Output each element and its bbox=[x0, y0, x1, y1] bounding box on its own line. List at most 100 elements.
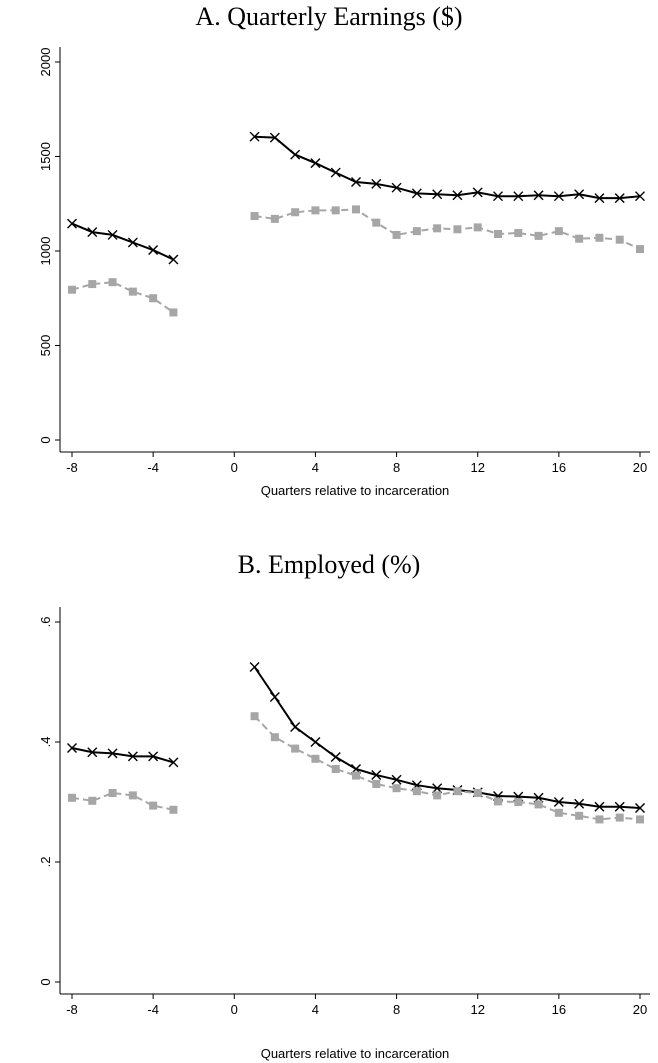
data-point-square bbox=[615, 813, 624, 822]
data-point-square bbox=[494, 229, 502, 238]
data-point-x bbox=[594, 193, 605, 204]
data-point-square bbox=[615, 235, 624, 244]
data-point-square bbox=[149, 294, 158, 303]
data-point-square bbox=[270, 733, 279, 742]
data-point-square bbox=[514, 798, 523, 806]
data-point-x bbox=[432, 189, 443, 200]
data-point-square bbox=[291, 744, 300, 753]
panel-earnings: A. Quarterly Earnings ($) Quarters relat… bbox=[0, 0, 658, 520]
data-point-x bbox=[493, 191, 503, 202]
data-point-x bbox=[472, 187, 483, 198]
data-point-square bbox=[554, 808, 563, 817]
data-point-square bbox=[149, 801, 158, 810]
data-point-square bbox=[108, 789, 117, 797]
data-point-x bbox=[513, 191, 524, 202]
data-point-square bbox=[575, 234, 584, 243]
data-point-x bbox=[148, 751, 159, 762]
data-point-x bbox=[391, 774, 402, 785]
data-point-square bbox=[433, 791, 442, 800]
chart-title: B. Employed (%) bbox=[237, 550, 421, 579]
series-line-dashed bbox=[71, 281, 174, 314]
data-point-x bbox=[249, 662, 260, 672]
data-point-x bbox=[574, 798, 585, 809]
data-point-x bbox=[330, 752, 341, 762]
x-tick-label: -8 bbox=[66, 1002, 78, 1017]
x-tick-label: -8 bbox=[66, 460, 78, 475]
data-point-square bbox=[392, 230, 401, 239]
data-point-square bbox=[250, 712, 259, 721]
x-tick-label: 16 bbox=[552, 1002, 566, 1017]
data-point-x bbox=[533, 190, 544, 201]
data-point-square bbox=[473, 789, 482, 797]
data-point-square bbox=[412, 227, 421, 236]
data-point-square bbox=[453, 225, 462, 234]
data-point-x bbox=[269, 692, 280, 702]
data-point-square bbox=[88, 796, 97, 805]
x-tick-label: 4 bbox=[312, 1002, 319, 1017]
data-point-square bbox=[636, 245, 644, 254]
y-tick-label: 2000 bbox=[38, 48, 53, 77]
x-tick-label: 12 bbox=[470, 460, 484, 475]
data-point-square bbox=[270, 214, 279, 223]
data-point-square bbox=[636, 815, 644, 824]
y-tick-label: 0 bbox=[38, 436, 53, 443]
y-tick-label: .4 bbox=[38, 737, 53, 748]
data-point-square bbox=[453, 787, 462, 796]
series-line-solid bbox=[71, 747, 174, 764]
data-point-x bbox=[168, 757, 179, 768]
data-point-square bbox=[68, 793, 76, 802]
x-axis-label: Quarters relative to incarceration bbox=[261, 1046, 450, 1061]
data-point-square bbox=[311, 754, 320, 763]
data-point-x bbox=[127, 237, 138, 248]
y-tick-label: .6 bbox=[38, 617, 53, 628]
data-point-x bbox=[574, 189, 585, 200]
y-tick-label: 1500 bbox=[38, 142, 53, 171]
data-point-square bbox=[352, 771, 360, 780]
data-point-x bbox=[87, 227, 98, 238]
data-point-x bbox=[635, 803, 645, 813]
data-point-x bbox=[107, 229, 118, 240]
y-tick-label: 0 bbox=[38, 978, 53, 985]
x-tick-label: 20 bbox=[633, 460, 647, 475]
x-tick-label: 16 bbox=[552, 460, 566, 475]
data-point-x bbox=[553, 797, 564, 807]
data-point-x bbox=[290, 722, 301, 732]
data-point-x bbox=[371, 178, 382, 189]
x-tick-label: 8 bbox=[393, 460, 400, 475]
data-point-square bbox=[514, 229, 523, 238]
panel-employed: B. Employed (%) Quarters relative to inc… bbox=[0, 548, 658, 1063]
x-tick-label: 8 bbox=[393, 1002, 400, 1017]
x-tick-label: 0 bbox=[231, 460, 238, 475]
data-point-square bbox=[250, 212, 259, 221]
data-point-square bbox=[372, 218, 381, 227]
data-point-x bbox=[249, 131, 260, 142]
x-tick-label: 0 bbox=[231, 1002, 238, 1017]
y-tick-label: .2 bbox=[38, 857, 53, 868]
data-point-x bbox=[614, 801, 625, 812]
data-point-x bbox=[432, 783, 443, 794]
data-point-x bbox=[452, 190, 463, 201]
data-point-x bbox=[148, 245, 159, 256]
y-tick-label: 500 bbox=[38, 335, 53, 357]
data-point-x bbox=[87, 747, 98, 758]
data-point-square bbox=[331, 765, 340, 773]
data-point-x bbox=[351, 177, 361, 188]
series-line-dashed bbox=[71, 791, 174, 811]
data-point-x bbox=[391, 182, 402, 193]
chart-title: A. Quarterly Earnings ($) bbox=[195, 2, 463, 31]
data-point-x bbox=[330, 167, 341, 178]
y-tick-label: 1000 bbox=[38, 237, 53, 266]
data-point-x bbox=[127, 751, 138, 762]
data-point-x bbox=[290, 149, 301, 160]
data-point-square bbox=[88, 280, 97, 289]
data-point-square bbox=[68, 285, 76, 294]
data-point-x bbox=[168, 254, 179, 265]
series-line-solid bbox=[254, 135, 641, 200]
data-point-square bbox=[372, 780, 381, 788]
data-point-square bbox=[595, 815, 604, 824]
series-line-dashed bbox=[254, 208, 641, 251]
data-point-square bbox=[575, 811, 584, 820]
data-point-x bbox=[614, 193, 625, 204]
data-point-x bbox=[269, 132, 280, 143]
data-point-square bbox=[412, 787, 421, 796]
